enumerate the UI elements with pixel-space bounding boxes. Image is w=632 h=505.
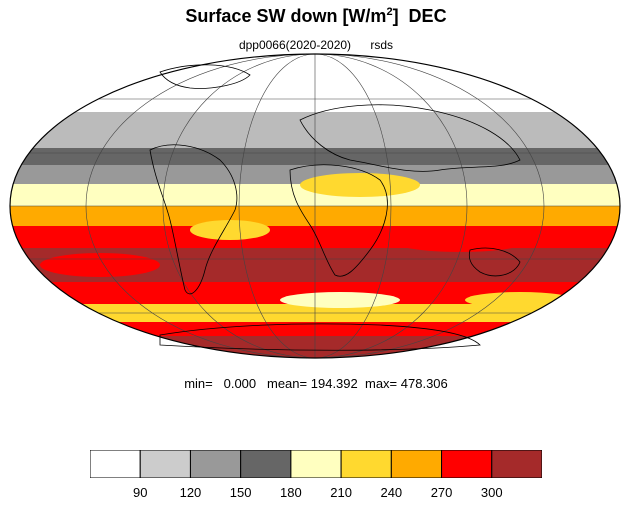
colorbar-swatch [290, 450, 342, 478]
min-value: 0.000 [223, 376, 257, 391]
map-title: Surface SW down [W/m2] DEC [0, 6, 632, 27]
graticule [10, 54, 620, 358]
colorbar-tick-label: 210 [330, 485, 352, 500]
colorbar [90, 450, 542, 478]
map-outline [9, 53, 621, 359]
title-superscript: 2 [386, 6, 393, 18]
colorbar-swatch [491, 450, 542, 478]
stats-line: min= 0.000 mean= 194.392 max= 478.306 [0, 376, 632, 391]
colorbar-tick-label: 300 [480, 485, 503, 500]
mean-label: mean= [267, 376, 308, 391]
variable-label: rsds [370, 38, 394, 52]
colorbar-tick-label: 180 [280, 485, 302, 500]
colorbar-swatch [340, 450, 392, 478]
title-tail: ] DEC [392, 6, 447, 26]
colorbar-swatch [390, 450, 443, 478]
colorbar-labels: 90 120 150 180 210 240 270 300 [0, 485, 632, 501]
colorbar-tick-label: 270 [430, 485, 453, 500]
max-value: 478.306 [400, 376, 448, 391]
colorbar-swatch [139, 450, 191, 478]
colorbar-swatch [189, 450, 242, 478]
mean-value: 194.392 [310, 376, 358, 391]
min-label: min= [184, 376, 213, 391]
colorbar-tick-label: 120 [179, 485, 202, 500]
colorbar-tick-label: 90 [132, 485, 148, 500]
map-subtitle: dpp0066(2020-2020) rsds [0, 38, 632, 52]
colorbar-swatch [90, 450, 141, 478]
colorbar-swatch [441, 450, 493, 478]
title-main: Surface SW down [W/m [185, 6, 387, 26]
colorbar-swatch [240, 450, 292, 478]
coastlines [149, 64, 521, 351]
max-label: max= [364, 376, 398, 391]
colorbar-tick-label: 240 [380, 485, 403, 500]
run-label: dpp0066(2020-2020) [238, 38, 352, 52]
colorbar-tick-label: 150 [229, 485, 252, 500]
